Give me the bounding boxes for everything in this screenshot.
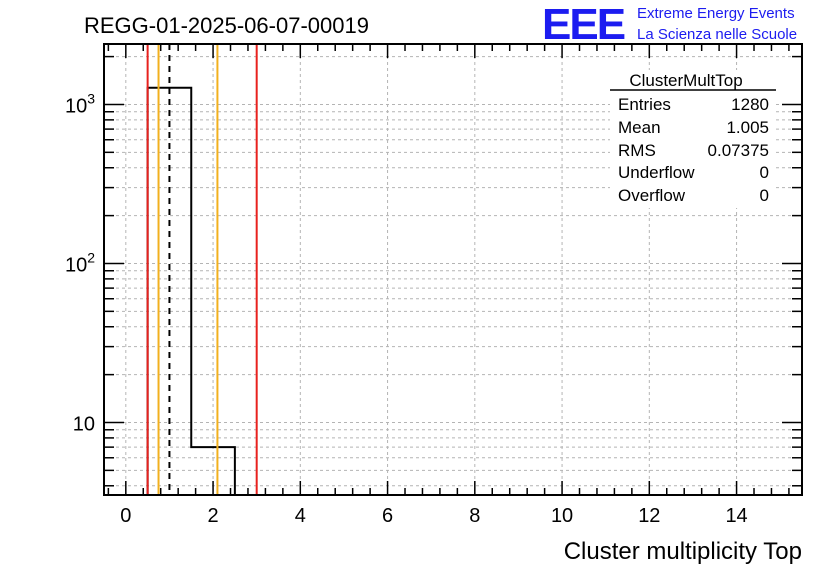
logo-mark: EEE xyxy=(542,0,625,49)
x-tick-labels: 0 2 4 6 8 10 12 14 xyxy=(120,505,747,527)
x-tick-label: 14 xyxy=(725,505,747,527)
x-tick-label: 2 xyxy=(208,505,219,527)
stats-row: Entries 1280 xyxy=(618,95,769,114)
x-tick-label: 4 xyxy=(295,505,306,527)
stats-value: 0.07375 xyxy=(708,141,769,160)
axis-ticks xyxy=(104,44,802,495)
y-tick-labels: 103 102 10 xyxy=(65,90,95,435)
x-tick-label: 10 xyxy=(551,505,573,527)
stats-row: Overflow 0 xyxy=(618,186,769,205)
stats-value: 0 xyxy=(760,163,769,182)
x-tick-label: 6 xyxy=(382,505,393,527)
stats-background xyxy=(610,70,776,208)
x-axis-label: Cluster multiplicity Top xyxy=(564,538,802,565)
eee-logo: EEE Extreme Energy Events La Scienza nel… xyxy=(542,0,797,49)
stats-label: Underflow xyxy=(618,163,695,182)
stats-row: Mean 1.005 xyxy=(618,118,769,137)
stats-box: ClusterMultTop Entries 1280 Mean 1.005 R… xyxy=(610,70,776,208)
x-tick-label: 8 xyxy=(469,505,480,527)
stats-label: RMS xyxy=(618,141,656,160)
stats-value: 1.005 xyxy=(726,118,769,137)
stats-label: Mean xyxy=(618,118,661,137)
y-tick-label: 103 xyxy=(65,90,95,117)
y-tick-label: 102 xyxy=(65,249,95,276)
y-tick-label: 10 xyxy=(73,413,95,435)
stats-value: 1280 xyxy=(731,95,769,114)
chart-title: REGG-01-2025-06-07-00019 xyxy=(84,13,369,38)
stats-title: ClusterMultTop xyxy=(629,71,742,90)
stats-label: Entries xyxy=(618,95,671,114)
logo-line-2: La Scienza nelle Scuole xyxy=(637,26,797,43)
stats-label: Overflow xyxy=(618,186,686,205)
stats-value: 0 xyxy=(760,186,769,205)
x-tick-label: 0 xyxy=(120,505,131,527)
stats-row: Underflow 0 xyxy=(618,163,769,182)
plot-frame xyxy=(103,43,803,496)
stats-row: RMS 0.07375 xyxy=(618,141,769,160)
x-tick-label: 12 xyxy=(638,505,660,527)
grid xyxy=(104,44,802,495)
marker-lines xyxy=(146,44,258,495)
logo-line-1: Extreme Energy Events xyxy=(637,5,795,22)
